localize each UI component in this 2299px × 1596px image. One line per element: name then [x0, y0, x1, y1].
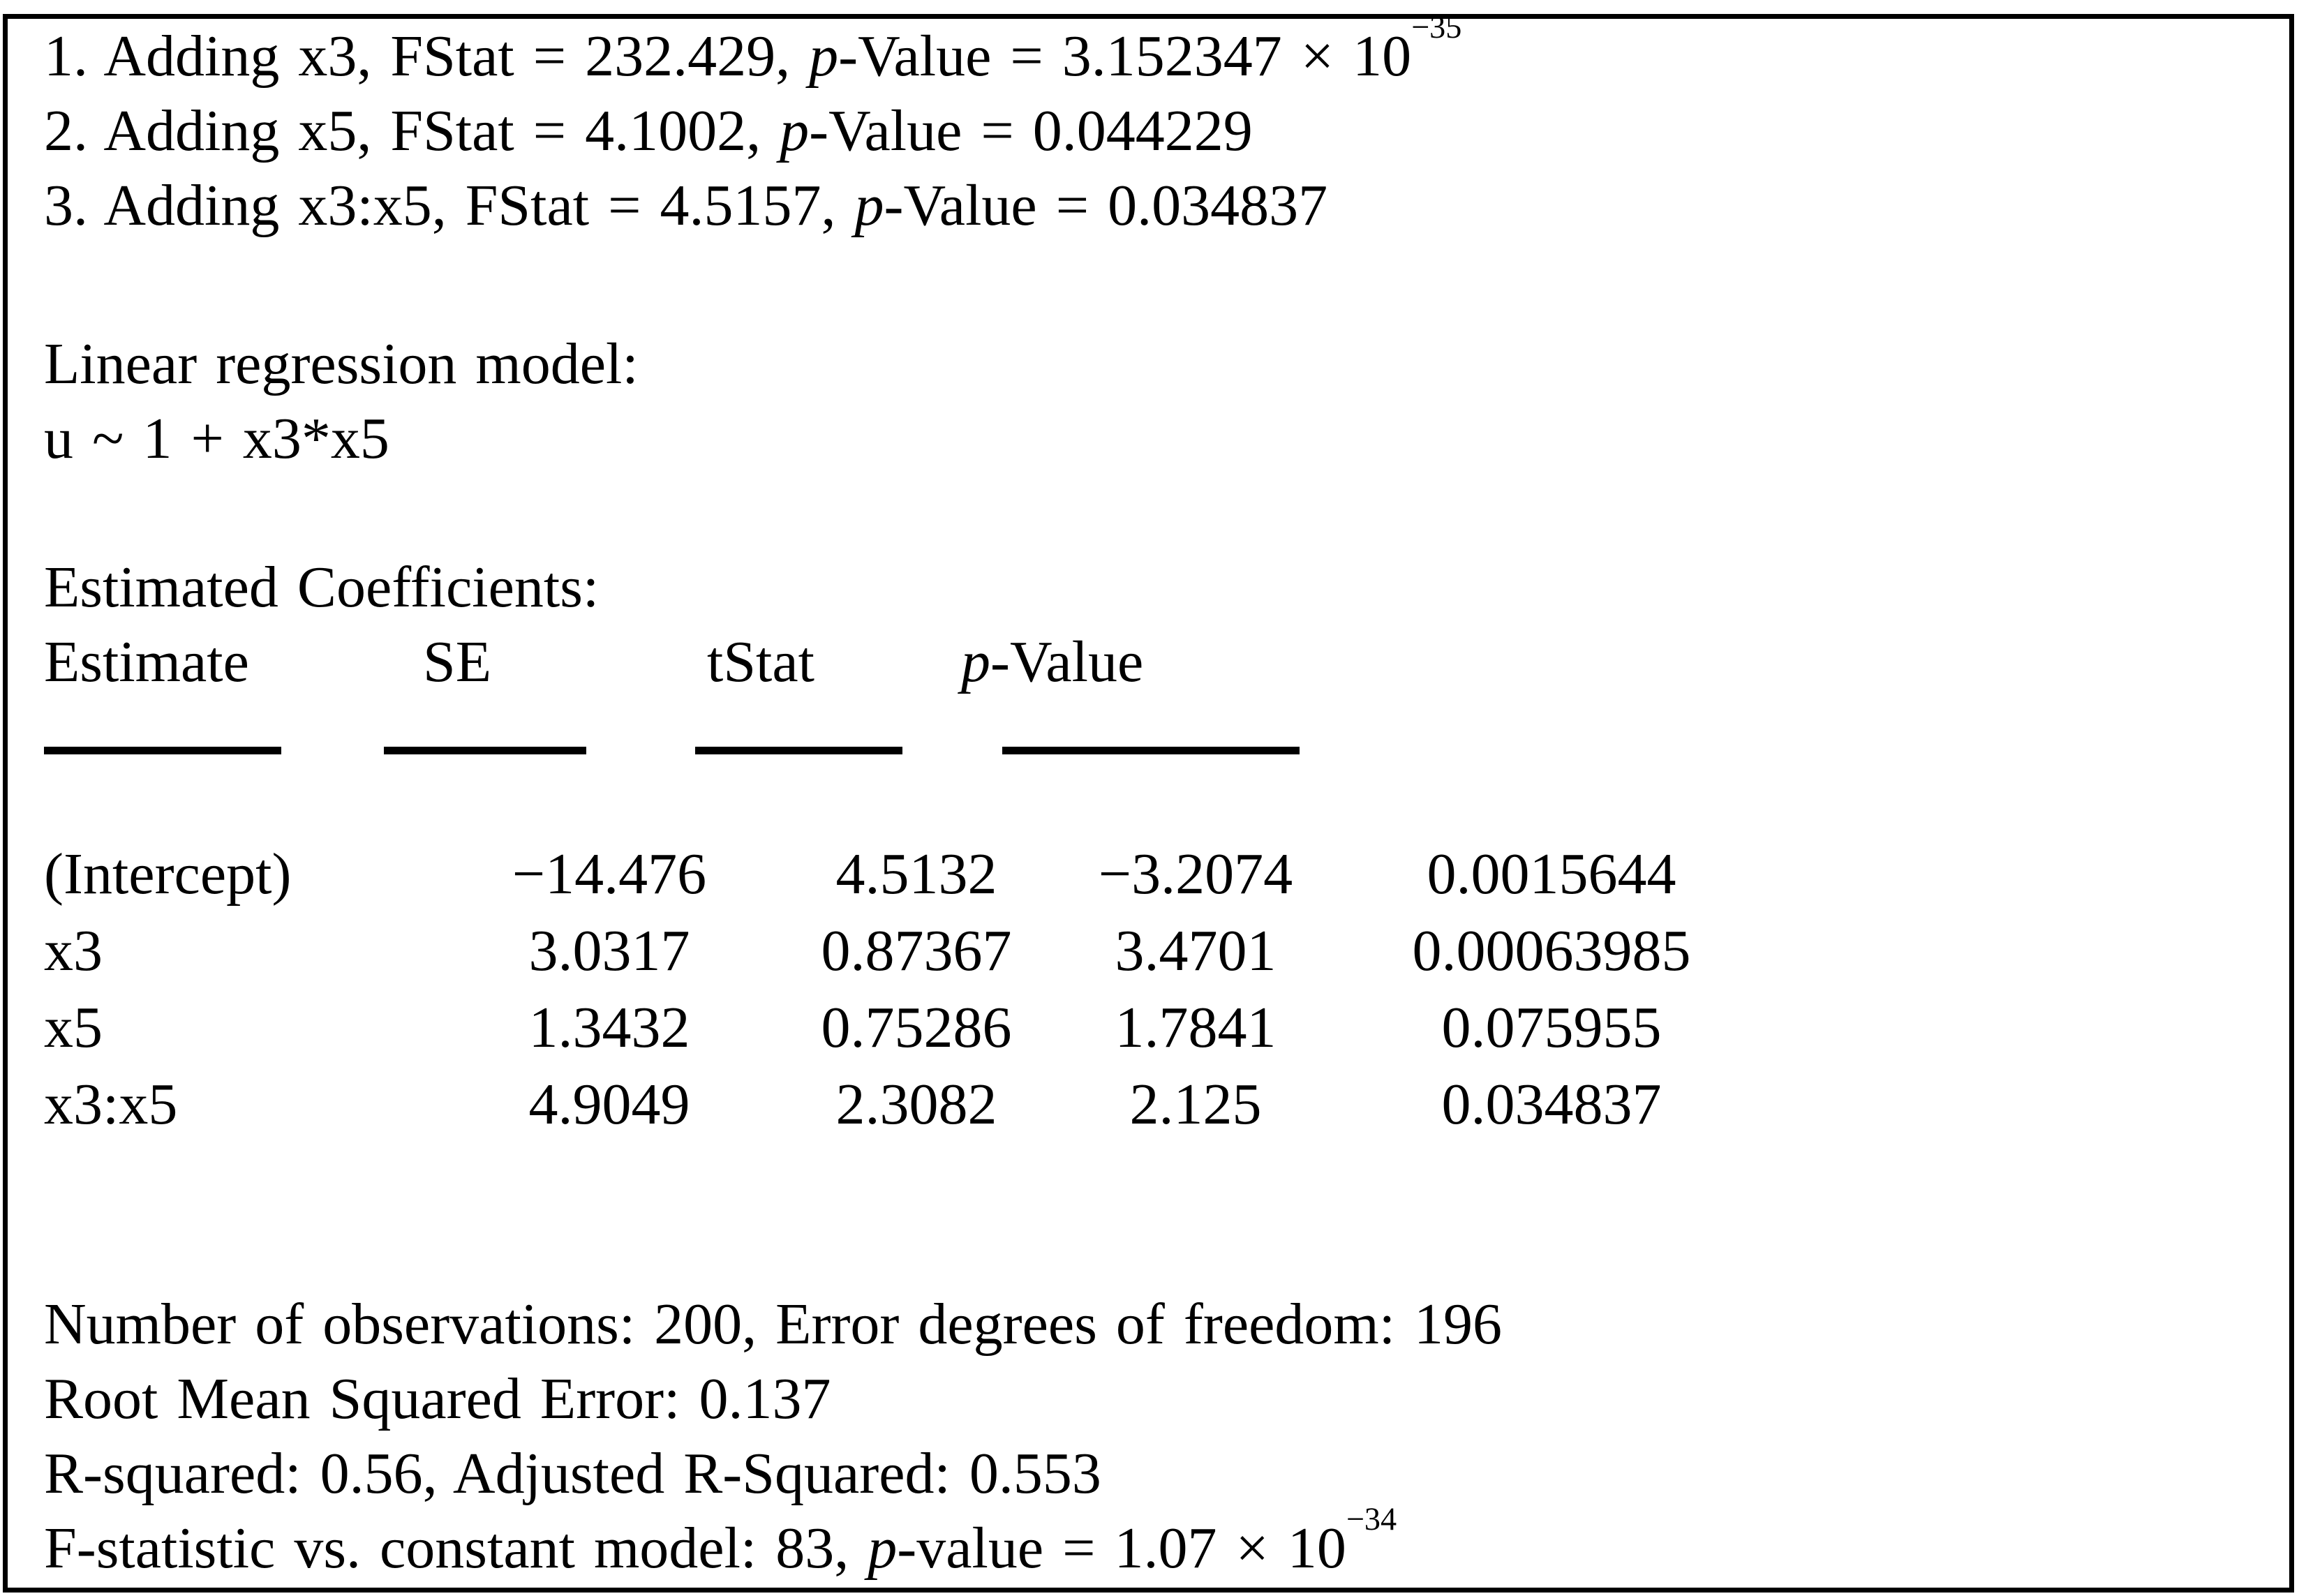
spacer [44, 243, 2268, 327]
tstat-value: 2.125 [1129, 1072, 1262, 1137]
rmse-line: Root Mean Squared Error: 0.137 [44, 1366, 831, 1431]
step-1-exponent: −35 [1411, 8, 1462, 45]
fstatistic-line: F-statistic vs. constant model: 83, p-va… [44, 1502, 2268, 1586]
pvalue-value: 0.075955 [1441, 995, 1662, 1060]
stepwise-step-1: 1. Adding x3, FStat = 232.429, p-Value =… [44, 10, 2268, 94]
observations-line: Number of observations: 200, Error degre… [44, 1292, 1503, 1357]
pvalue-value: 0.034837 [1441, 1072, 1662, 1137]
fstatistic-text: F-statistic vs. constant model: 83, [44, 1516, 868, 1581]
pvalue-value: 0.0015644 [1427, 842, 1676, 907]
tstat-value: −3.2074 [1098, 842, 1293, 907]
spacer [44, 774, 2268, 836]
column-rule-estimate [44, 747, 281, 754]
spacer [44, 1143, 2268, 1287]
regression-output-box: 1. Adding x3, FStat = 232.429, p-Value =… [3, 10, 2294, 1593]
estimate-value: 4.9049 [528, 1072, 690, 1137]
column-rule-pvalue [1002, 747, 1300, 754]
column-rule-tstat [695, 747, 902, 754]
coefficients-title: Estimated Coefficients: [44, 555, 600, 620]
table-row-x3: x3 3.0317 0.87367 3.4701 0.00063985 [44, 913, 2268, 990]
column-rule-se [384, 747, 586, 754]
step-1-value: -Value = 3.152347 × 10 [838, 24, 1412, 89]
header-pvalue-rest: -Value [990, 629, 1144, 694]
step-2-value: -Value = 0.044229 [809, 98, 1253, 163]
table-row-x3-x5: x3:x5 4.9049 2.3082 2.125 0.034837 [44, 1066, 2268, 1143]
row-label: x5 [44, 995, 103, 1060]
coef-table-rules-row [44, 699, 2268, 774]
estimate-value: 3.0317 [528, 918, 690, 983]
se-value: 4.5132 [835, 842, 997, 907]
se-value: 0.75286 [821, 995, 1012, 1060]
model-title: Linear regression model: [44, 331, 639, 396]
step-3-value: -Value = 0.034837 [884, 173, 1328, 238]
stepwise-step-2: 2. Adding x5, FStat = 4.1002, p-Value = … [44, 94, 2268, 168]
table-row-intercept: (Intercept) −14.476 4.5132 −3.2074 0.001… [44, 836, 2268, 913]
tstat-value: 3.4701 [1115, 918, 1277, 983]
step-3-p-italic: p [854, 173, 884, 238]
model-formula: u ~ 1 + x3*x5 [44, 406, 389, 471]
row-label: x3:x5 [44, 1072, 178, 1137]
step-2-text: 2. Adding x5, FStat = 4.1002, [44, 98, 780, 163]
step-2-p-italic: p [780, 98, 810, 163]
coef-table-header-row: Estimate SE tStat p-Value [44, 625, 2268, 699]
row-label: (Intercept) [44, 842, 292, 907]
estimate-value: −14.476 [512, 842, 707, 907]
header-estimate: Estimate [44, 629, 249, 694]
spacer [44, 476, 2268, 550]
fstatistic-exponent: −34 [1346, 1500, 1397, 1537]
step-1-p-italic: p [809, 24, 839, 89]
table-row-x5: x5 1.3432 0.75286 1.7841 0.075955 [44, 990, 2268, 1066]
fstatistic-value: -value = 1.07 × 10 [897, 1516, 1346, 1581]
header-tstat: tStat [707, 629, 815, 694]
row-label: x3 [44, 918, 103, 983]
estimate-value: 1.3432 [528, 995, 690, 1060]
tstat-value: 1.7841 [1115, 995, 1277, 1060]
header-se: SE [423, 629, 492, 694]
header-pvalue: p-Value [961, 625, 1143, 699]
se-value: 0.87367 [821, 918, 1012, 983]
header-pvalue-p-italic: p [961, 629, 990, 694]
step-3-text: 3. Adding x3:x5, FStat = 4.5157, [44, 173, 855, 238]
pvalue-value: 0.00063985 [1412, 918, 1691, 983]
step-1-text: 1. Adding x3, FStat = 232.429, [44, 24, 810, 89]
stepwise-step-3: 3. Adding x3:x5, FStat = 4.5157, p-Value… [44, 168, 2268, 243]
se-value: 2.3082 [835, 1072, 997, 1137]
fstatistic-p-italic: p [868, 1516, 898, 1581]
rsquared-line: R-squared: 0.56, Adjusted R-Squared: 0.5… [44, 1441, 1101, 1506]
